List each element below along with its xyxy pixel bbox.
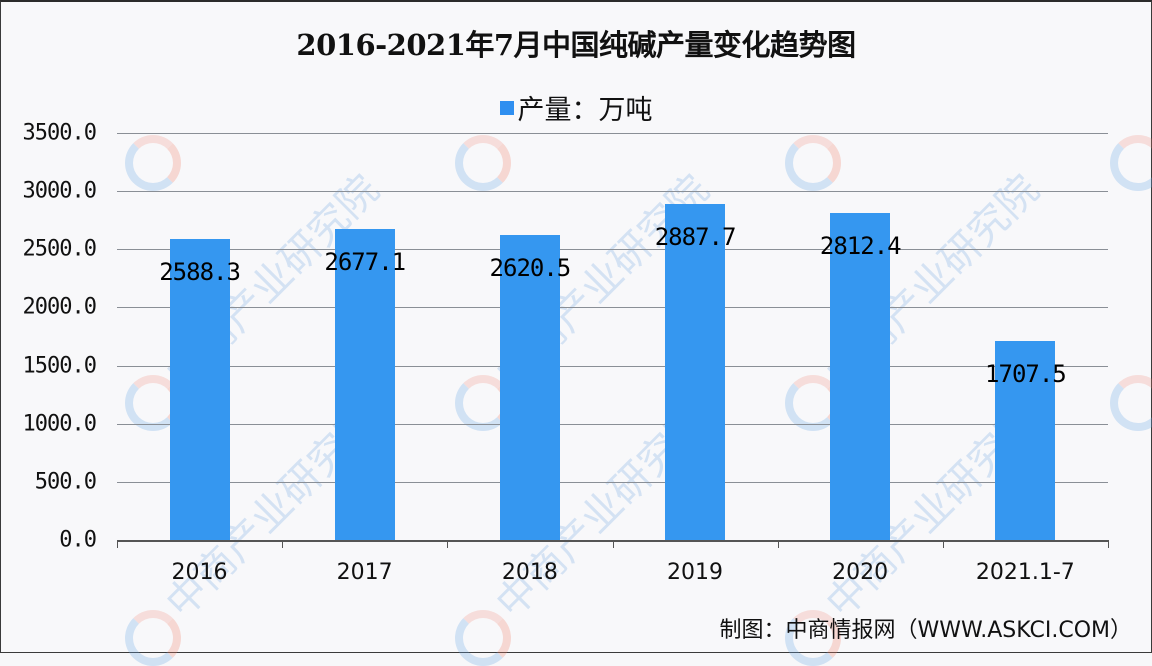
y-tick-label: 1000.0 xyxy=(22,411,97,437)
source-credit: 制图：中商情报网（WWW.ASKCI.COM） xyxy=(719,618,1132,643)
y-tick-label: 3000.0 xyxy=(22,178,97,204)
bar xyxy=(334,228,395,540)
x-tick-label: 2016 xyxy=(171,560,228,585)
gridline xyxy=(117,366,1108,367)
legend-label: 产量：万吨 xyxy=(517,95,653,126)
y-tick-label: 500.0 xyxy=(34,469,97,495)
gridline xyxy=(117,307,1108,308)
x-tick xyxy=(282,540,284,548)
gridline xyxy=(117,249,1108,250)
x-tick xyxy=(117,540,118,548)
value-label: 2588.3 xyxy=(159,258,241,287)
x-tick-label: 2021.1-7 xyxy=(975,560,1075,585)
x-tick xyxy=(447,540,449,548)
x-tick-label: 2017 xyxy=(336,560,393,585)
value-label: 2677.1 xyxy=(324,247,406,276)
chart-title: 2016-2021年7月中国纯碱产量变化趋势图 xyxy=(296,28,856,62)
gridline xyxy=(117,191,1108,192)
gridline xyxy=(117,424,1108,425)
x-tick xyxy=(1108,540,1109,548)
x-tick-label: 2018 xyxy=(501,560,558,585)
x-tick-label: 2020 xyxy=(832,560,889,585)
bar xyxy=(995,341,1056,540)
y-tick-label: 0.0 xyxy=(59,527,97,553)
y-tick-label: 3500.0 xyxy=(22,120,97,146)
y-tick-label: 2500.0 xyxy=(22,236,97,262)
value-label: 1707.5 xyxy=(985,360,1067,389)
bar xyxy=(169,239,230,540)
value-label: 2887.7 xyxy=(654,223,737,252)
x-tick-label: 2019 xyxy=(667,560,723,585)
legend: 产量：万吨 xyxy=(0,88,1152,127)
bar xyxy=(499,235,560,540)
gridline xyxy=(117,482,1108,483)
x-tick xyxy=(942,540,944,548)
gridline xyxy=(117,133,1108,134)
bar xyxy=(665,204,726,540)
x-tick xyxy=(777,540,779,548)
value-label: 2620.5 xyxy=(489,254,572,283)
bar xyxy=(830,212,891,540)
y-tick-label: 2000.0 xyxy=(22,294,97,320)
legend-swatch xyxy=(499,101,514,115)
y-tick-label: 1500.0 xyxy=(22,353,97,379)
x-tick xyxy=(612,540,614,548)
value-label: 2812.4 xyxy=(819,231,902,260)
